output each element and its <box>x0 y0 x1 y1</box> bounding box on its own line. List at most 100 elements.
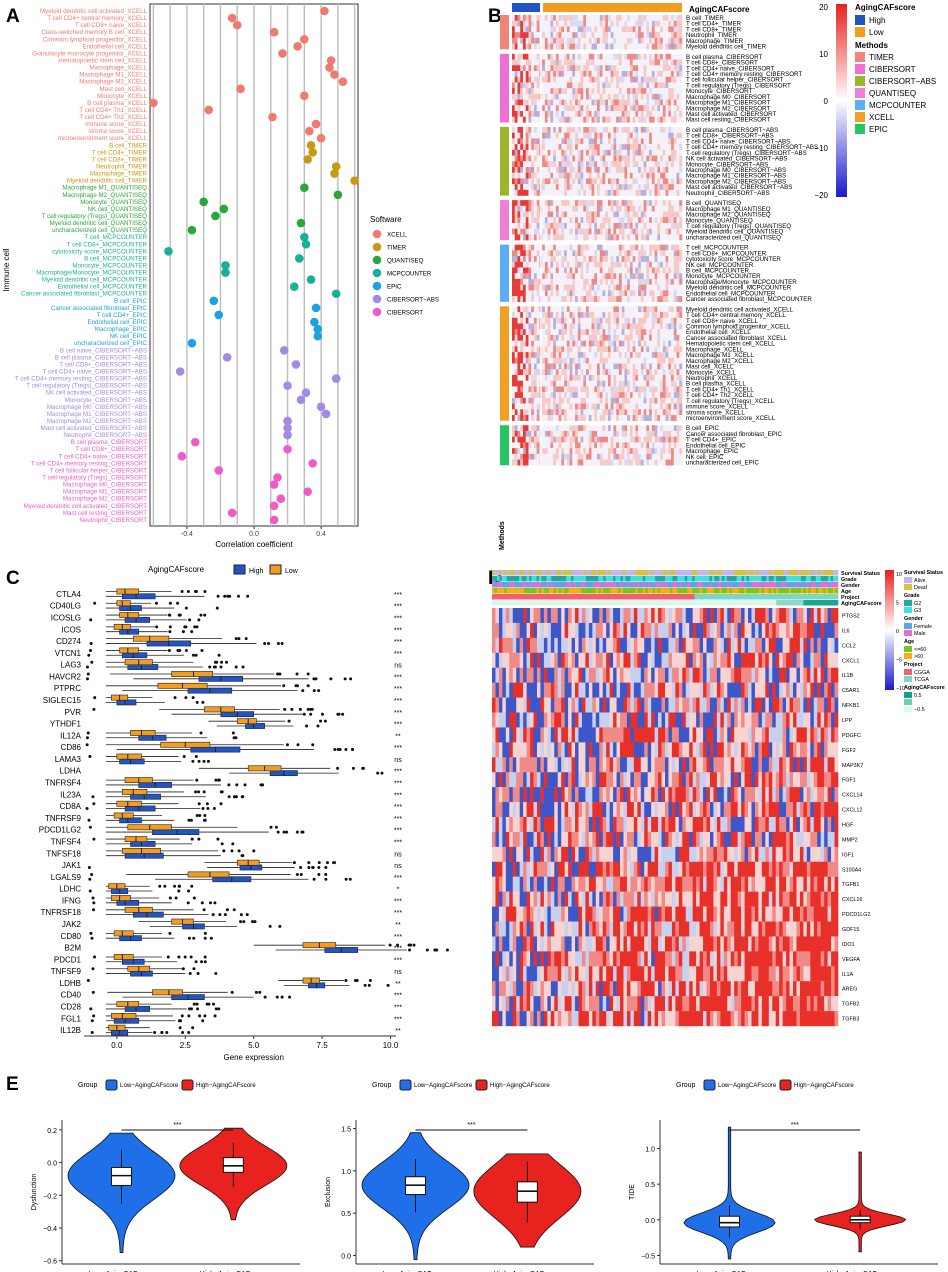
heat-cell <box>514 340 518 347</box>
heat-cell <box>618 37 622 44</box>
heat-cell <box>558 116 562 123</box>
heat-cell <box>616 312 620 318</box>
heat-cell <box>531 111 535 117</box>
heat-cell <box>671 317 675 324</box>
heat-cell <box>575 323 579 330</box>
heat-cell <box>533 172 537 179</box>
heat-cell <box>575 430 579 437</box>
heat-cell <box>624 442 628 449</box>
heat-cell <box>627 346 631 353</box>
heat-cell <box>671 357 675 364</box>
heat-cell <box>512 65 516 72</box>
heat-cell <box>575 436 579 443</box>
heat-cell <box>597 167 601 173</box>
point <box>268 112 277 122</box>
heat-cell <box>607 228 612 235</box>
y-tick-label: NK cell_QUANTISEQ <box>88 206 148 213</box>
heat-cell <box>544 82 548 89</box>
heat-cell <box>627 43 631 50</box>
colorbar <box>836 4 847 197</box>
heat-cell <box>635 334 639 341</box>
heat-cell <box>602 53 606 60</box>
heat-cell <box>542 184 546 191</box>
heat-cell <box>602 178 606 185</box>
heat-cell <box>531 93 535 100</box>
heat-cell <box>671 228 675 235</box>
heat-cell <box>550 363 554 370</box>
heat-cell <box>583 32 587 39</box>
heat-cell <box>588 155 592 162</box>
heat-cell <box>542 397 546 404</box>
heat-cell <box>522 397 527 404</box>
heat-cell <box>640 205 644 212</box>
heat-cell <box>624 43 628 50</box>
heat-cell <box>618 105 622 112</box>
heat-cell <box>544 363 548 370</box>
heat-cell <box>629 161 633 168</box>
heat-cell <box>561 415 565 421</box>
heat-cell <box>676 228 680 235</box>
heat-cell <box>586 105 590 112</box>
heat-cell <box>605 126 609 133</box>
heat-cell <box>528 76 532 83</box>
heat-cell <box>602 59 606 66</box>
heat-cell <box>607 386 612 393</box>
heat-cell <box>583 184 587 191</box>
heat-cell <box>597 261 601 268</box>
heat-cell <box>651 138 655 145</box>
heat-cell <box>613 15 617 21</box>
heat-cell <box>531 149 535 156</box>
heat-cell <box>591 244 595 251</box>
heat-cell <box>531 436 535 443</box>
heat-cell <box>618 323 622 330</box>
heat-cell <box>668 211 672 218</box>
heat-cell <box>605 144 609 151</box>
heat-cell <box>586 453 590 460</box>
heat-cell <box>640 363 644 370</box>
heat-cell <box>572 59 576 66</box>
heat-cell <box>533 65 537 72</box>
heat-cell <box>533 37 537 44</box>
heat-cell <box>613 76 617 83</box>
heat-cell <box>528 65 532 72</box>
heat-cell <box>547 430 551 437</box>
heat-cell <box>657 374 661 381</box>
point <box>269 480 279 489</box>
heat-cell <box>522 317 527 324</box>
heat-cell <box>533 111 537 117</box>
heat-cell <box>594 436 598 443</box>
heat-cell <box>597 149 601 156</box>
row-label: Cancer associated fibroblast_EPIC <box>686 431 782 438</box>
heat-cell <box>525 459 529 466</box>
heat-cell <box>660 244 664 251</box>
heat-cell <box>525 352 529 359</box>
heat-cell <box>632 250 636 257</box>
heat-cell <box>643 138 647 145</box>
heat-cell <box>673 374 677 381</box>
heat-cell <box>638 397 642 404</box>
heat-cell <box>651 149 655 156</box>
heat-cell <box>640 425 644 432</box>
heat-cell <box>610 82 614 89</box>
heat-cell <box>649 26 653 33</box>
heat-cell <box>522 442 527 449</box>
heat-cell <box>671 290 675 297</box>
heat-cell <box>555 403 559 410</box>
heat-cell <box>517 442 521 449</box>
heat-cell <box>673 20 677 27</box>
heat-cell <box>668 459 672 466</box>
heat-cell <box>542 250 546 257</box>
heat-cell <box>621 448 625 455</box>
heat-cell <box>597 436 601 443</box>
heat-cell <box>575 296 579 303</box>
heat-cell <box>673 228 677 235</box>
heat-cell <box>520 369 524 376</box>
heat-cell <box>597 126 601 133</box>
heat-cell <box>536 149 540 156</box>
heat-cell <box>536 415 540 421</box>
heat-cell <box>558 409 562 416</box>
heat-cell <box>627 82 631 89</box>
heat-cell <box>632 442 636 449</box>
heat-cell <box>594 53 598 60</box>
heat-cell <box>616 189 620 196</box>
